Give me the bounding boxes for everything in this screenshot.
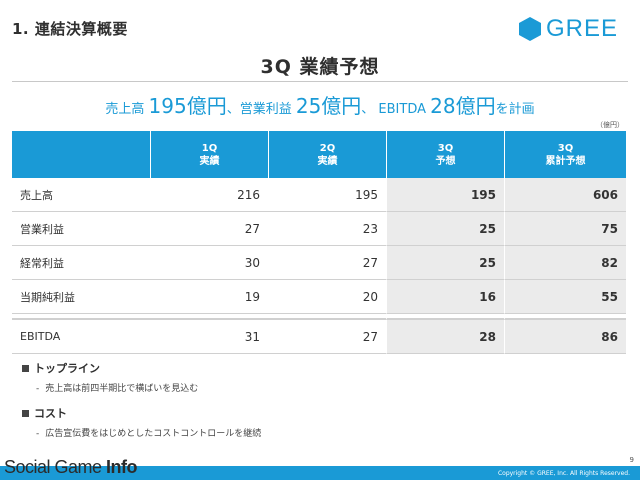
summary-ebitda-label: 、 EBITDA [361,102,431,117]
cell-3q: 25 [386,246,504,280]
cell-2q: 27 [268,320,386,354]
bullet-item: - 広告宣伝費をはじめとしたコストコントロールを継続 [36,429,262,439]
cell-1q: 19 [150,280,268,314]
bullet-item: - 売上高は前四半期比で横ばいを見込む [36,384,199,394]
cell-2q: 20 [268,280,386,314]
summary-sales-value: 195億円 [148,94,227,118]
square-bullet-icon [22,409,29,417]
cell-cumulative: 55 [504,280,626,314]
table-row: 営業利益 27 23 25 75 [12,212,626,246]
header-3q-cumulative: 3Q 累計予想 [504,131,626,178]
unit-label: （億円） [596,121,624,129]
row-label: EBITDA [12,320,150,354]
cell-cumulative: 606 [504,178,626,212]
row-label: 当期純利益 [12,280,150,314]
dash-icon: - [36,429,40,439]
dash-icon: - [36,384,40,394]
summary-op-value: 25億円 [295,94,362,118]
table-row: EBITDA 31 27 28 86 [12,320,626,354]
cell-3q: 16 [386,280,504,314]
cell-1q: 31 [150,320,268,354]
cell-1q: 30 [150,246,268,280]
cell-cumulative: 86 [504,320,626,354]
bullet-heading-cost: コスト [22,405,261,421]
summary-sales-label: 売上高 [105,102,149,117]
bullet-heading-topline: トップライン [22,360,261,376]
table-header-row: 1Q 実績 2Q 実績 3Q 予想 3Q 累計予想 [12,131,626,178]
row-label: 経常利益 [12,246,150,280]
hexagon-logo-icon [518,17,541,41]
cell-1q: 216 [150,178,268,212]
copyright-text: Copyright © GREE, Inc. All Rights Reserv… [497,470,630,477]
header-1q-actual: 1Q 実績 [150,131,268,178]
cell-3q: 28 [386,320,504,354]
row-label: 売上高 [12,178,150,212]
cell-3q: 195 [386,178,504,212]
table-row: 当期純利益 19 20 16 55 [12,280,626,314]
table-row: 売上高 216 195 195 606 [12,178,626,212]
summary-ebitda-value: 28億円 [430,94,496,118]
table-separator [12,314,626,320]
watermark: Social Game Info [4,457,138,477]
gree-logo: GREE [518,14,618,44]
footer-bar [0,466,640,480]
logo-text: GREE [545,15,618,42]
title-divider [12,81,628,82]
header-2q-actual: 2Q 実績 [268,131,386,178]
header-blank [12,131,150,178]
cell-2q: 27 [268,246,386,280]
table-row: 経常利益 30 27 25 82 [12,246,626,280]
cell-2q: 23 [268,212,386,246]
cell-1q: 27 [150,212,268,246]
square-bullet-icon [22,364,29,372]
forecast-summary: 売上高 195億円、営業利益 25億円、 EBITDA 28億円を計画 [0,90,640,119]
page-title: 3Q 業績予想 [260,56,380,78]
forecast-table: 1Q 実績 2Q 実績 3Q 予想 3Q 累計予想 売上高 216 195 195 60… [12,131,626,354]
section-title: 1. 連結決算概要 [12,20,128,38]
cell-cumulative: 82 [504,246,626,280]
page-number: 9 [629,456,634,464]
cell-2q: 195 [268,178,386,212]
row-label: 営業利益 [12,212,150,246]
cell-3q: 25 [386,212,504,246]
summary-suffix: を計画 [495,102,535,117]
cell-cumulative: 75 [504,212,626,246]
header-3q-forecast: 3Q 予想 [386,131,504,178]
summary-op-label: 、営業利益 [226,102,296,117]
bullet-list: トップライン - 売上高は前四半期比で横ばいを見込む コスト - 広告宣伝費をはじめ… [22,360,261,439]
